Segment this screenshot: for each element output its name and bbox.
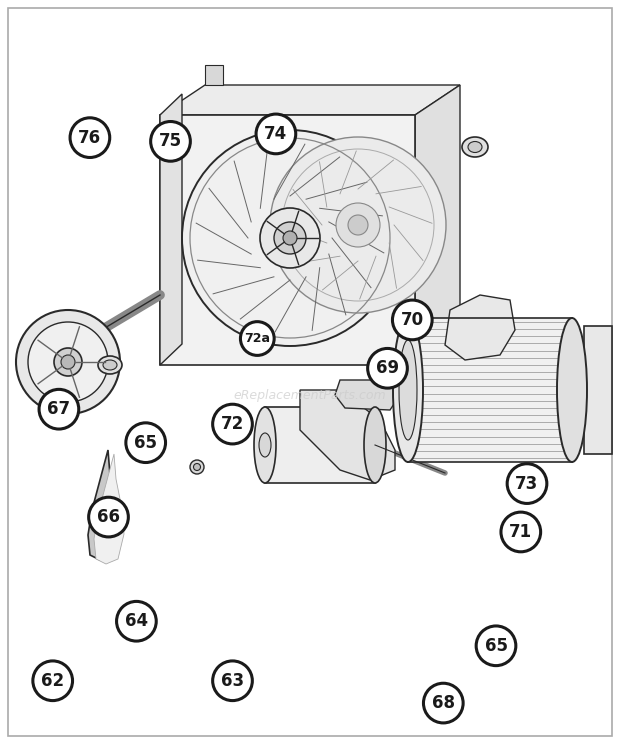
Ellipse shape [462,137,488,157]
Text: 72: 72 [221,415,244,433]
Ellipse shape [254,407,276,483]
Polygon shape [300,390,395,480]
Text: 68: 68 [432,694,455,712]
Circle shape [117,601,156,641]
Circle shape [241,321,274,356]
Circle shape [39,389,79,429]
Circle shape [126,423,166,463]
Circle shape [270,137,446,313]
Ellipse shape [364,407,386,483]
Polygon shape [415,85,460,365]
Circle shape [501,512,541,552]
Circle shape [151,121,190,161]
Ellipse shape [98,356,122,374]
Text: 63: 63 [221,672,244,690]
Circle shape [16,310,120,414]
Text: 71: 71 [509,523,533,541]
Polygon shape [94,454,124,564]
Circle shape [423,683,463,723]
Bar [265,407,375,483]
Circle shape [283,231,297,245]
Text: 72a: 72a [244,332,270,345]
Ellipse shape [259,433,271,457]
Ellipse shape [399,340,417,440]
Text: 74: 74 [264,125,288,143]
Polygon shape [205,65,223,85]
Circle shape [336,203,380,247]
Ellipse shape [190,460,204,474]
Ellipse shape [193,464,200,470]
Text: eReplacementParts.com: eReplacementParts.com [234,388,386,402]
Circle shape [213,404,252,444]
Circle shape [33,661,73,701]
Ellipse shape [557,318,587,462]
Text: 62: 62 [41,672,64,690]
Circle shape [507,464,547,504]
Text: 66: 66 [97,508,120,526]
Text: 73: 73 [515,475,539,493]
Polygon shape [445,295,515,360]
Circle shape [260,208,320,268]
Circle shape [89,497,128,537]
Circle shape [348,215,368,235]
Text: 65: 65 [134,434,157,452]
Polygon shape [335,380,400,410]
Text: 64: 64 [125,612,148,630]
Ellipse shape [393,318,423,462]
Text: 76: 76 [78,129,102,147]
Circle shape [476,626,516,666]
Text: 69: 69 [376,359,399,377]
Circle shape [282,149,434,301]
Polygon shape [160,94,182,365]
Circle shape [182,130,398,346]
Circle shape [274,222,306,254]
Circle shape [368,348,407,388]
Circle shape [54,348,82,376]
Ellipse shape [468,141,482,153]
Circle shape [28,322,108,402]
Polygon shape [160,85,460,115]
Bar [408,318,572,462]
Ellipse shape [103,360,117,370]
Text: 67: 67 [47,400,71,418]
Circle shape [70,118,110,158]
Polygon shape [584,326,612,454]
Circle shape [213,661,252,701]
Bar [160,115,415,365]
Polygon shape [88,450,118,560]
Text: 75: 75 [159,132,182,150]
Circle shape [392,300,432,340]
Circle shape [256,114,296,154]
Text: 65: 65 [484,637,508,655]
Text: 70: 70 [401,311,424,329]
Circle shape [61,355,75,369]
